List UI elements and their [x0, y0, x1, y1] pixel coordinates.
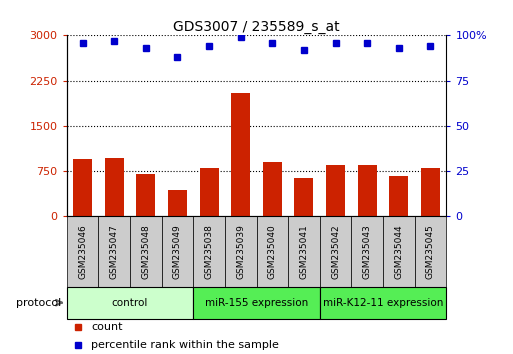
FancyBboxPatch shape [351, 216, 383, 287]
Text: GSM235040: GSM235040 [268, 224, 277, 279]
Text: GSM235039: GSM235039 [236, 224, 245, 279]
Text: count: count [91, 322, 123, 332]
FancyBboxPatch shape [67, 287, 193, 319]
Bar [358, 165, 377, 216]
FancyBboxPatch shape [193, 216, 225, 287]
Text: GSM235045: GSM235045 [426, 224, 435, 279]
Bar [73, 159, 92, 216]
Text: GSM235048: GSM235048 [141, 224, 150, 279]
Text: GSM235042: GSM235042 [331, 224, 340, 279]
Text: protocol: protocol [16, 298, 62, 308]
Text: GSM235043: GSM235043 [363, 224, 372, 279]
Text: GSM235038: GSM235038 [205, 224, 213, 279]
Bar [421, 169, 440, 216]
FancyBboxPatch shape [162, 216, 193, 287]
Bar [389, 176, 408, 216]
Text: GSM235044: GSM235044 [394, 224, 403, 279]
Title: GDS3007 / 235589_s_at: GDS3007 / 235589_s_at [173, 21, 340, 34]
Text: percentile rank within the sample: percentile rank within the sample [91, 340, 279, 350]
Text: GSM235047: GSM235047 [110, 224, 119, 279]
Bar [263, 162, 282, 216]
FancyBboxPatch shape [225, 216, 256, 287]
Bar [136, 175, 155, 216]
Bar [326, 165, 345, 216]
FancyBboxPatch shape [288, 216, 320, 287]
Text: GSM235041: GSM235041 [300, 224, 308, 279]
FancyBboxPatch shape [130, 216, 162, 287]
FancyBboxPatch shape [320, 287, 446, 319]
Bar [231, 92, 250, 216]
Bar [105, 158, 124, 216]
Bar [168, 190, 187, 216]
FancyBboxPatch shape [67, 216, 98, 287]
Text: GSM235046: GSM235046 [78, 224, 87, 279]
Text: miR-155 expression: miR-155 expression [205, 298, 308, 308]
Bar [294, 178, 313, 216]
FancyBboxPatch shape [320, 216, 351, 287]
Text: control: control [112, 298, 148, 308]
FancyBboxPatch shape [193, 287, 320, 319]
Text: miR-K12-11 expression: miR-K12-11 expression [323, 298, 443, 308]
FancyBboxPatch shape [415, 216, 446, 287]
Bar [200, 169, 219, 216]
FancyBboxPatch shape [256, 216, 288, 287]
Text: GSM235049: GSM235049 [173, 224, 182, 279]
FancyBboxPatch shape [98, 216, 130, 287]
FancyBboxPatch shape [383, 216, 415, 287]
